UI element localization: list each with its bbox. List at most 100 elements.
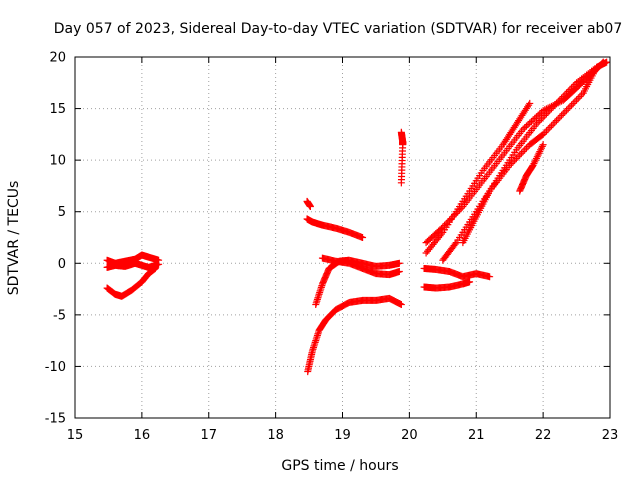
axis-ticks: 15 16 17 18 19 20 21 22 23 -15 -10 -5 0 5 10 15 20 bbox=[45, 51, 619, 444]
data-point bbox=[559, 110, 567, 118]
series-arc-k bbox=[439, 58, 611, 264]
data-point bbox=[151, 264, 159, 272]
data-point bbox=[516, 151, 524, 159]
data-point bbox=[539, 141, 547, 149]
data-point bbox=[509, 158, 517, 166]
y-tick-label: 20 bbox=[49, 51, 66, 66]
data-point bbox=[397, 301, 405, 309]
y-axis-label: SDTVAR / TECUs bbox=[6, 181, 22, 296]
data-point bbox=[571, 81, 579, 89]
data-point bbox=[541, 111, 549, 119]
x-tick-label: 17 bbox=[200, 428, 217, 443]
data-point bbox=[519, 125, 527, 133]
data-point bbox=[556, 96, 564, 104]
data-point bbox=[542, 127, 550, 135]
data-point bbox=[551, 118, 559, 126]
data-point bbox=[593, 63, 601, 71]
y-tick-label: 0 bbox=[58, 257, 66, 272]
data-point bbox=[522, 144, 530, 152]
data-point bbox=[534, 151, 542, 159]
data-point bbox=[537, 146, 545, 154]
series-arc-j bbox=[422, 99, 534, 257]
data-point bbox=[541, 129, 549, 137]
data-point bbox=[558, 111, 566, 119]
data-point bbox=[359, 234, 367, 241]
data-point bbox=[534, 111, 542, 119]
data-point bbox=[522, 122, 530, 130]
series-arc-d bbox=[303, 197, 314, 211]
data-point bbox=[539, 113, 547, 121]
data-point bbox=[539, 107, 547, 115]
data-point bbox=[506, 161, 514, 169]
data-point bbox=[525, 101, 533, 109]
series-arc-e bbox=[304, 294, 405, 376]
data-point bbox=[544, 125, 552, 133]
data-point bbox=[568, 101, 576, 109]
data-point bbox=[554, 115, 562, 123]
series-arc-b bbox=[103, 264, 159, 300]
series-arc-l bbox=[459, 63, 601, 247]
data-point bbox=[507, 160, 515, 168]
series-arc-m bbox=[420, 264, 494, 281]
data-point bbox=[568, 84, 576, 92]
data-point bbox=[527, 117, 535, 125]
data-point bbox=[563, 89, 571, 97]
data-point bbox=[544, 108, 552, 116]
data-point bbox=[553, 117, 560, 125]
data-points bbox=[103, 58, 611, 376]
grid bbox=[75, 57, 610, 418]
data-point bbox=[534, 118, 542, 126]
data-point bbox=[524, 121, 532, 129]
data-point bbox=[542, 110, 550, 118]
y-tick-label: 5 bbox=[58, 205, 66, 220]
data-point bbox=[529, 116, 537, 124]
data-point bbox=[395, 268, 403, 276]
plot-frame bbox=[74, 56, 611, 419]
data-point bbox=[547, 122, 555, 130]
data-point bbox=[564, 87, 572, 95]
data-point bbox=[526, 99, 534, 107]
data-point bbox=[561, 108, 569, 116]
y-tick-label: 15 bbox=[49, 102, 66, 117]
data-point bbox=[539, 130, 547, 138]
data-point bbox=[536, 148, 544, 156]
data-point bbox=[514, 153, 522, 161]
data-point bbox=[532, 156, 540, 164]
data-point bbox=[437, 230, 445, 238]
x-tick-label: 16 bbox=[134, 428, 151, 443]
data-point bbox=[521, 124, 529, 132]
data-point bbox=[526, 119, 534, 127]
y-tick-label: -15 bbox=[45, 412, 66, 427]
data-point bbox=[566, 103, 574, 111]
data-point bbox=[519, 148, 527, 156]
data-point bbox=[531, 114, 539, 122]
data-point bbox=[571, 98, 579, 106]
y-tick-label: -10 bbox=[45, 360, 66, 375]
data-point bbox=[533, 153, 541, 161]
data-point bbox=[573, 96, 581, 104]
data-point bbox=[466, 278, 474, 286]
data-point bbox=[511, 156, 519, 164]
data-point bbox=[529, 161, 537, 169]
data-point bbox=[531, 158, 539, 166]
x-tick-label: 22 bbox=[535, 428, 552, 443]
x-tick-label: 20 bbox=[401, 428, 418, 443]
data-point bbox=[578, 91, 586, 99]
data-point bbox=[559, 93, 567, 101]
data-point bbox=[574, 94, 582, 102]
x-tick-label: 21 bbox=[468, 428, 485, 443]
data-point bbox=[546, 123, 554, 131]
series-arc-a-lower bbox=[103, 259, 163, 271]
data-point bbox=[532, 113, 540, 121]
data-point bbox=[538, 142, 546, 150]
data-point bbox=[576, 93, 584, 101]
y-tick-label: -5 bbox=[53, 308, 66, 323]
data-point bbox=[536, 110, 544, 118]
data-point bbox=[521, 146, 529, 154]
series-arc-n bbox=[420, 278, 474, 292]
data-point bbox=[530, 160, 538, 168]
data-point bbox=[549, 120, 557, 128]
series-arc-o bbox=[516, 141, 547, 195]
data-point bbox=[451, 240, 459, 248]
